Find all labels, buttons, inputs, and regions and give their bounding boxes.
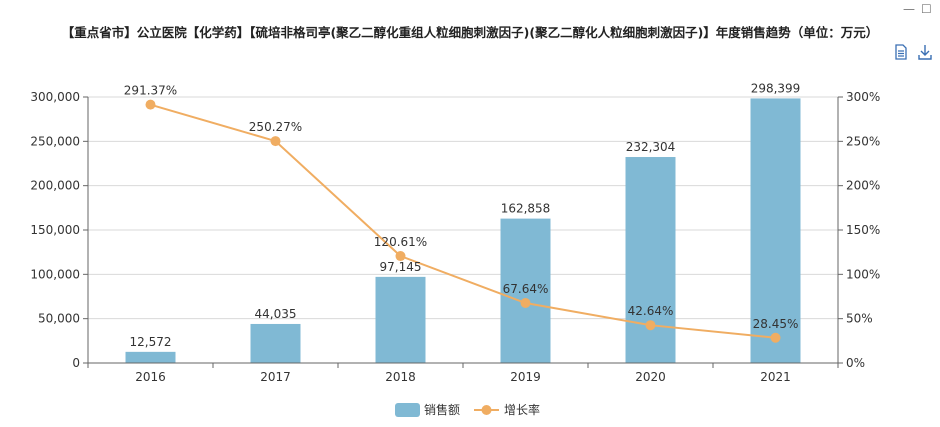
growth-value-label: 28.45%: [753, 317, 799, 331]
y-right-tick-label: 100%: [846, 267, 880, 281]
bar-value-label: 298,399: [751, 81, 801, 95]
growth-point-2020[interactable]: [645, 320, 656, 331]
bar-value-label: 12,572: [130, 335, 172, 349]
y-right-tick-label: 200%: [846, 179, 880, 193]
y-left-tick-label: 100,000: [30, 267, 80, 281]
bar-2016[interactable]: [125, 351, 176, 363]
y-left-tick-label: 0: [72, 356, 80, 370]
bar-2019[interactable]: [500, 218, 551, 363]
y-left-tick-label: 250,000: [30, 134, 80, 148]
legend-item-sales[interactable]: 销售额: [395, 402, 460, 417]
bar-value-label: 44,035: [255, 307, 297, 321]
legend-item-growth[interactable]: 增长率: [474, 402, 540, 417]
growth-point-2016[interactable]: [145, 99, 156, 110]
y-left-tick-label: 150,000: [30, 223, 80, 237]
bar-2018[interactable]: [375, 276, 426, 363]
growth-value-label: 291.37%: [124, 84, 177, 98]
legend-label-growth: 增长率: [504, 402, 540, 417]
maximize-icon[interactable]: ☐: [921, 2, 932, 16]
growth-point-2019[interactable]: [520, 298, 531, 309]
legend-label-sales: 销售额: [424, 402, 460, 417]
minimize-icon[interactable]: —: [903, 2, 915, 16]
bar-value-label: 162,858: [501, 202, 551, 216]
legend-swatch-sales: [395, 403, 420, 417]
growth-value-label: 250.27%: [249, 120, 302, 134]
chart-title: 【重点省市】公立医院【化学药】【硫培非格司亭(聚乙二醇化重组人粒细胞刺激因子)(…: [61, 25, 879, 40]
x-tick-label: 2017: [260, 370, 291, 384]
y-right-tick-label: 0%: [846, 356, 865, 370]
growth-value-label: 67.64%: [503, 282, 549, 296]
y-left-tick-label: 50,000: [38, 312, 80, 326]
data-view-icon[interactable]: [893, 44, 909, 60]
growth-point-2017[interactable]: [270, 136, 281, 147]
x-tick-label: 2019: [510, 370, 541, 384]
y-right-tick-label: 300%: [846, 90, 880, 104]
growth-point-2021[interactable]: [770, 332, 781, 343]
download-icon[interactable]: [917, 44, 933, 60]
x-tick-label: 2016: [135, 370, 166, 384]
y-right-tick-label: 150%: [846, 223, 880, 237]
bar-2021[interactable]: [750, 98, 801, 363]
x-tick-label: 2020: [635, 370, 666, 384]
y-left-tick-label: 300,000: [30, 90, 80, 104]
bar-2017[interactable]: [250, 323, 301, 363]
y-right-tick-label: 50%: [846, 312, 873, 326]
growth-rate-line: [150, 103, 776, 339]
y-right-tick-label: 250%: [846, 134, 880, 148]
y-left-tick-label: 200,000: [30, 179, 80, 193]
growth-point-2018[interactable]: [395, 251, 406, 262]
bar-value-label: 97,145: [380, 260, 422, 274]
bar-2020[interactable]: [625, 157, 676, 363]
bar-value-label: 232,304: [626, 140, 676, 154]
growth-value-label: 42.64%: [628, 304, 674, 318]
x-tick-label: 2021: [760, 370, 791, 384]
growth-value-label: 120.61%: [374, 235, 427, 249]
x-tick-label: 2018: [385, 370, 416, 384]
legend-swatch-growth-dot: [481, 405, 492, 415]
